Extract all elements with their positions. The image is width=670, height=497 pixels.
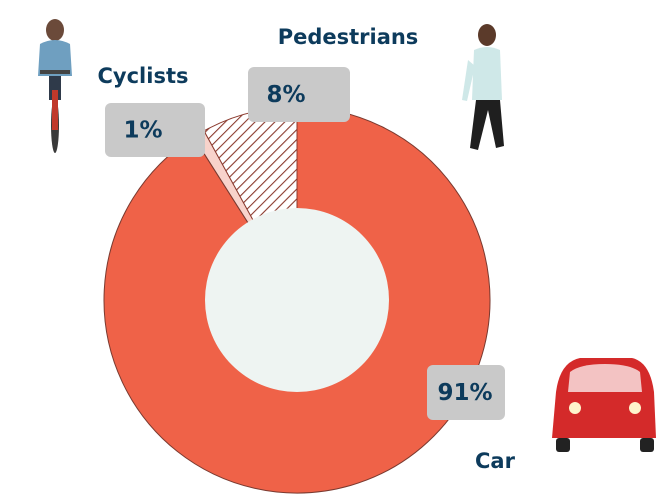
pedestrian-icon [462,24,504,150]
cyclist-icon [38,19,72,153]
category-label: Car [475,449,516,473]
chart: Car 91% Cyclists 1% Pedestrians 8% [0,0,670,497]
category-label: Pedestrians [278,25,419,49]
value-label: 8% [266,82,305,108]
car-icon [552,358,656,452]
category-label: Cyclists [98,64,189,88]
value-label: 1% [123,118,162,144]
value-label: 91% [437,380,492,406]
donut-hole [205,208,389,392]
